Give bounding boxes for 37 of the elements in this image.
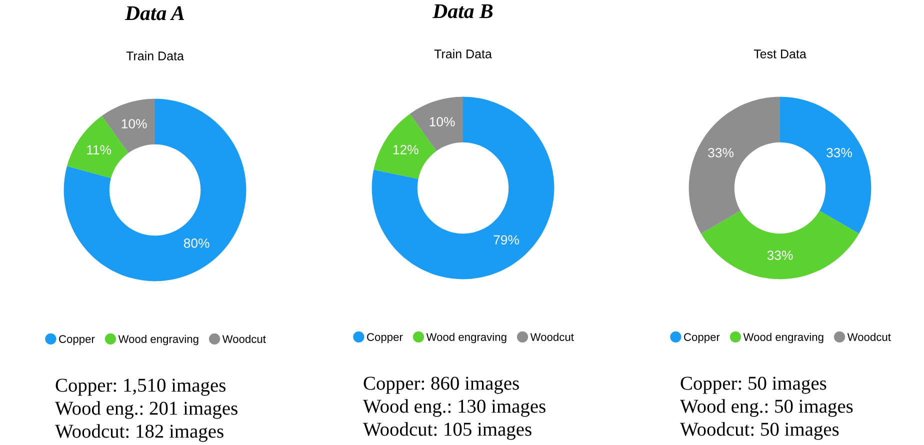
data-label: 33% [826, 148, 852, 158]
data-label: 33% [767, 250, 793, 260]
data-label: 10% [430, 117, 455, 126]
legend-label: Woodcut [530, 332, 574, 341]
text: Wood eng.: 201 images [55, 401, 238, 419]
chart-subtitle: Test Data [754, 50, 806, 58]
text: Copper: 860 images [364, 376, 519, 394]
data-label: 79% [494, 235, 519, 245]
text: Woodcut: 50 images [680, 422, 839, 440]
legend-label: Woodcut [222, 334, 266, 343]
legend-label: Copper [684, 333, 720, 344]
donut-slice [780, 96, 872, 234]
text: Woodcut: 105 images [363, 422, 532, 440]
legend-label: Wood engraving [118, 334, 198, 346]
donut-slice [701, 210, 859, 280]
data-label: 80% [184, 238, 210, 248]
chart-title: Data B [432, 4, 493, 18]
legend-label: Copper [367, 333, 403, 344]
chart-subtitle: Train Data [126, 51, 184, 60]
chart-title: Data A [124, 6, 184, 20]
text: Woodcut: 182 images [55, 424, 224, 442]
data-label: 12% [393, 144, 418, 154]
donut-slice [372, 96, 554, 280]
legend-label: Woodcut [847, 332, 891, 341]
chart-subtitle: Train Data [434, 49, 492, 58]
text: Wood eng.: 50 images [680, 399, 853, 417]
data-label: 11% [87, 145, 112, 154]
donut-slice [64, 98, 246, 282]
legend-label: Copper [59, 335, 95, 346]
donut-slice [688, 96, 780, 234]
text: Copper: 50 images [680, 376, 826, 394]
data-label: 33% [708, 148, 734, 158]
text: Copper: 1,510 images [56, 378, 226, 396]
legend-label: Wood engraving [426, 332, 506, 344]
text: Wood eng.: 130 images [363, 399, 546, 417]
data-label: 10% [122, 119, 147, 128]
legend-label: Wood engraving [743, 332, 824, 344]
